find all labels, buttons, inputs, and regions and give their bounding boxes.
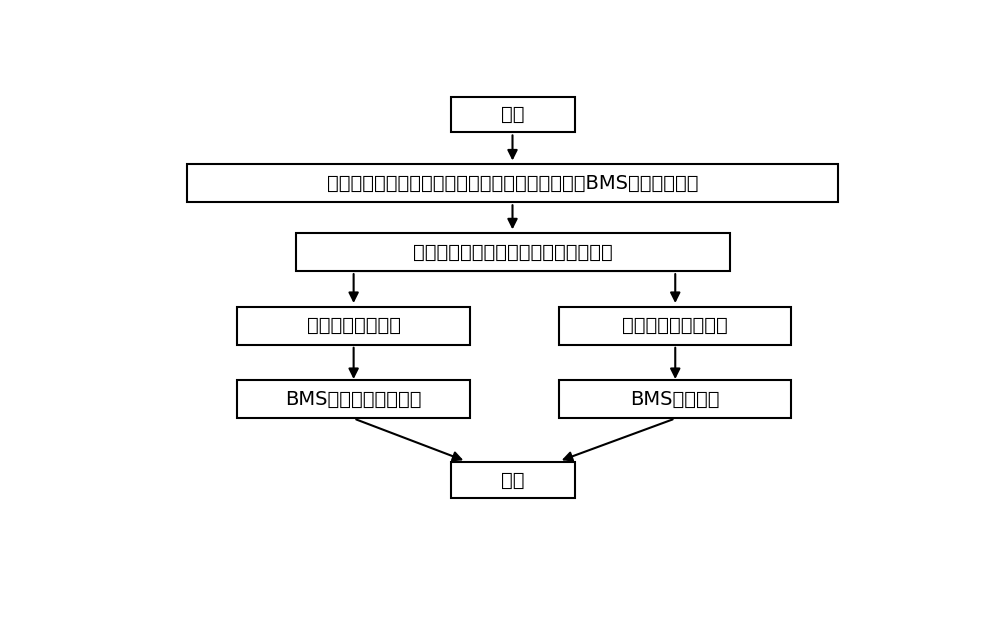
FancyBboxPatch shape xyxy=(559,381,791,418)
Text: BMS强制进入唤醒状态: BMS强制进入唤醒状态 xyxy=(285,390,422,409)
Text: 未达到剩余蓄电量值: 未达到剩余蓄电量值 xyxy=(622,317,728,335)
Text: 接受用户通过服务器下发的唤醒状态指令，并控制BMS进入唤醒状态: 接受用户通过服务器下发的唤醒状态指令，并控制BMS进入唤醒状态 xyxy=(327,174,698,193)
FancyBboxPatch shape xyxy=(237,307,470,345)
FancyBboxPatch shape xyxy=(450,97,574,132)
FancyBboxPatch shape xyxy=(187,164,838,202)
Text: BMS休眠状态: BMS休眠状态 xyxy=(631,390,720,409)
Text: 接受用户指令，设定车辆剩余蓄电量值: 接受用户指令，设定车辆剩余蓄电量值 xyxy=(413,242,612,262)
Text: 达到剩余蓄电量值: 达到剩余蓄电量值 xyxy=(307,317,401,335)
FancyBboxPatch shape xyxy=(237,381,470,418)
Text: 开始: 开始 xyxy=(501,105,524,124)
Text: 结束: 结束 xyxy=(501,471,524,490)
FancyBboxPatch shape xyxy=(559,307,791,345)
FancyBboxPatch shape xyxy=(450,462,574,498)
FancyBboxPatch shape xyxy=(296,233,730,271)
